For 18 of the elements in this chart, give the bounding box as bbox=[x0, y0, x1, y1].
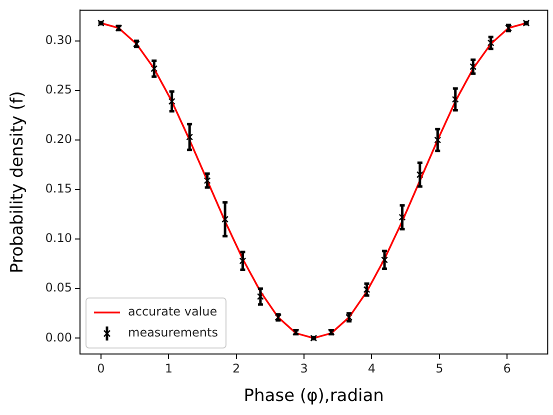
legend-label: measurements bbox=[128, 326, 218, 340]
x-tick-label: 3 bbox=[300, 361, 308, 376]
x-tick-label: 4 bbox=[368, 361, 376, 376]
y-tick-label: 0.20 bbox=[45, 132, 72, 146]
legend-label: accurate value bbox=[128, 304, 218, 319]
x-tick-label: 5 bbox=[436, 361, 444, 376]
x-tick-label: 2 bbox=[232, 361, 240, 376]
y-tick-label: 0.30 bbox=[45, 33, 72, 48]
y-tick-label: 0.05 bbox=[45, 280, 72, 295]
x-tick-label: 1 bbox=[164, 361, 172, 376]
y-tick-label: 0.10 bbox=[45, 231, 72, 246]
y-tick-label: 0.15 bbox=[45, 182, 72, 196]
y-tick-label: 0.00 bbox=[45, 330, 72, 344]
y-axis-title: Probability density (f) bbox=[8, 90, 28, 274]
x-axis-title: Phase (φ),radian bbox=[244, 386, 384, 406]
x-tick-label: 0 bbox=[97, 361, 105, 376]
x-tick-label: 6 bbox=[503, 361, 511, 376]
y-tick-label: 0.25 bbox=[45, 82, 72, 97]
